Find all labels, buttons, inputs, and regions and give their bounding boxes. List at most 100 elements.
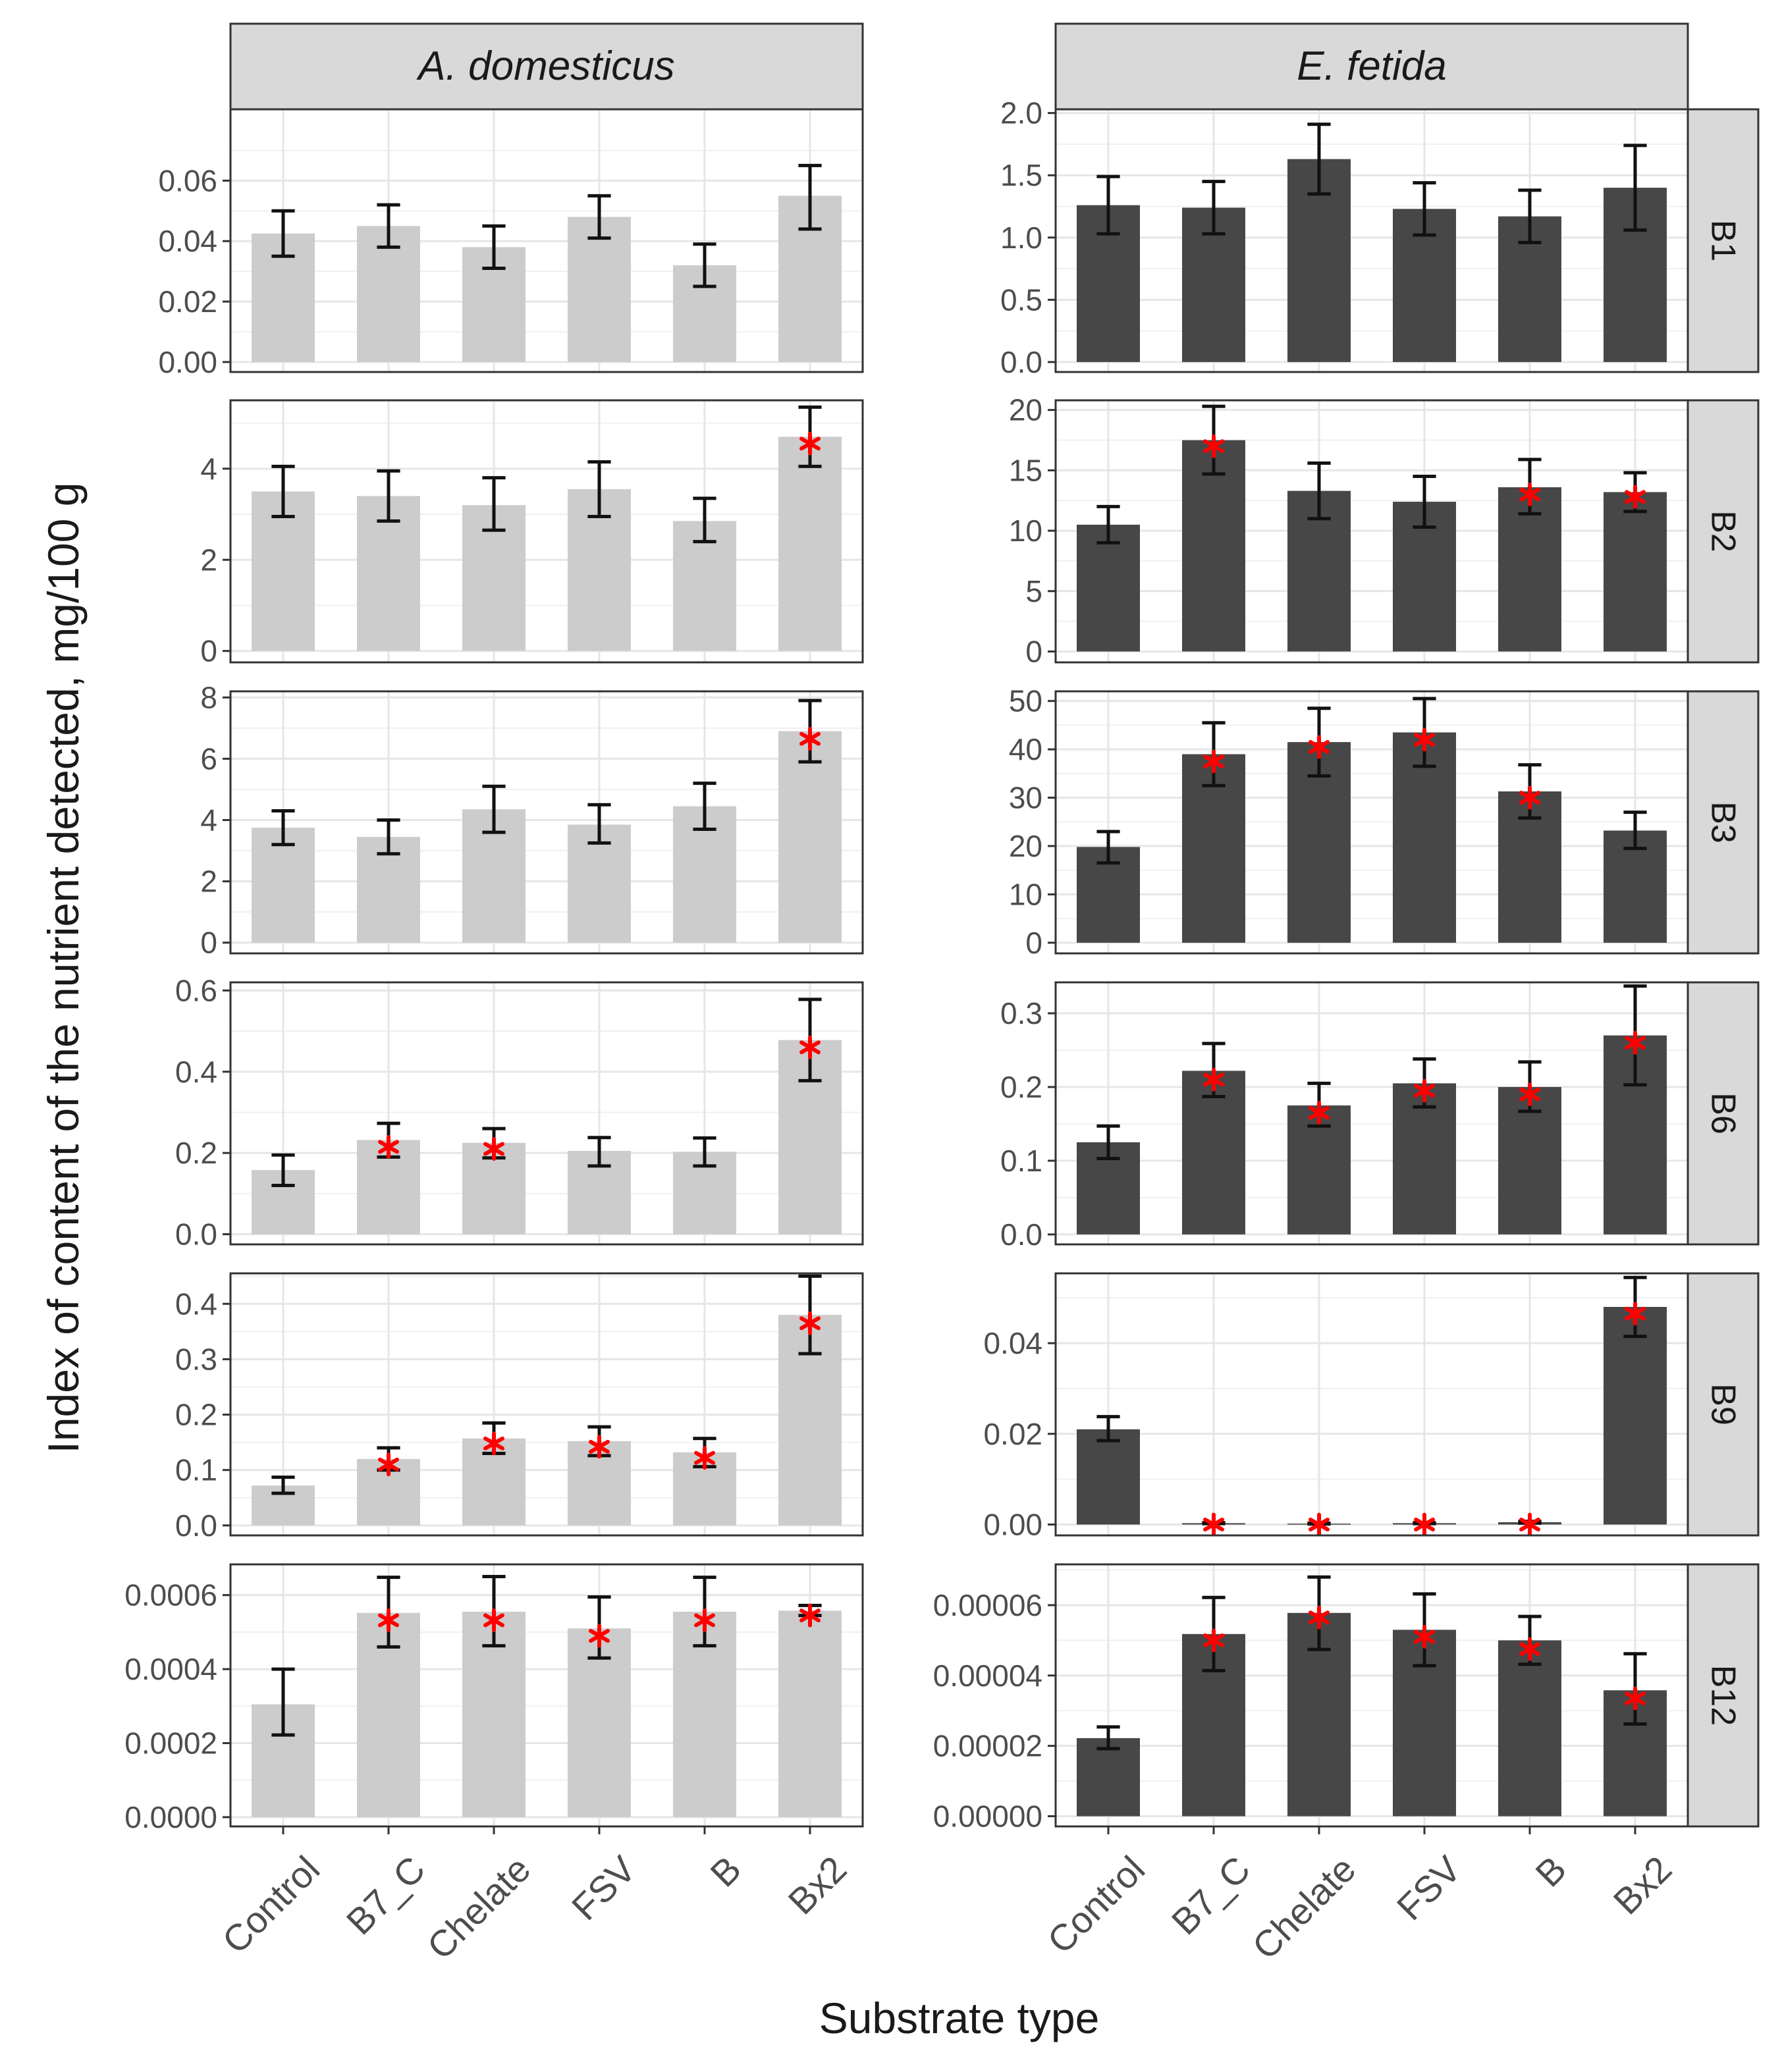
marker-stroke	[483, 1142, 504, 1156]
error-bar-Control	[271, 1153, 295, 1188]
marker-stroke	[1203, 754, 1224, 768]
marker-stroke	[1625, 1691, 1646, 1706]
row-strip-label: B1	[1704, 220, 1742, 262]
y-tick-label: 0.0000	[124, 1800, 217, 1834]
marker-stroke	[483, 1436, 504, 1450]
panel-B6-a-domesticus: 0.0 0.2 0.4 0.6	[175, 973, 864, 1252]
significance-marker-B7_C	[378, 1134, 399, 1159]
significance-marker-Bx2	[799, 727, 821, 751]
y-tick-label: 0.0002	[124, 1726, 217, 1761]
marker-stroke	[799, 731, 821, 746]
error-bar-FSV	[587, 1136, 611, 1168]
y-tick-label: 2	[200, 864, 217, 899]
error-bar-FSV	[1413, 181, 1436, 237]
error-bar-Control	[1096, 504, 1120, 545]
marker-stroke	[1203, 1633, 1224, 1647]
error-bar-FSV	[587, 460, 611, 519]
y-tick-label: 0.4	[175, 1287, 217, 1321]
y-tick-label: 2.0	[1000, 96, 1042, 130]
marker-stroke	[1414, 732, 1435, 747]
significance-marker-Chelate	[483, 1136, 504, 1161]
row-strip	[1687, 399, 1760, 664]
marker-stroke	[589, 1439, 610, 1454]
y-tick-label: 0.2	[175, 1136, 217, 1170]
panel-B1-e-fetida: 0.0 0.5 1.0 1.5 2.0	[1000, 96, 1689, 379]
error-bar-FSV	[587, 803, 611, 845]
panel-B3-a-domesticus: 0 2 4 6 8	[200, 680, 864, 960]
panel-B9-a-domesticus: 0.0 0.1 0.2 0.3 0.4	[175, 1272, 864, 1543]
y-tick-label: 0.02	[983, 1417, 1042, 1451]
y-tick-label: 2	[200, 543, 217, 577]
error-bar-Bx2	[1623, 144, 1647, 232]
error-bar-B7_C	[377, 203, 400, 249]
significance-marker-Bx2	[799, 1311, 821, 1335]
y-tick-label: 0.4	[175, 1055, 217, 1089]
y-tick-label: 1.0	[1000, 221, 1042, 255]
significance-marker-B7_C	[1203, 749, 1224, 774]
panel-background	[1056, 1273, 1688, 1535]
bar-Bx2	[1604, 492, 1667, 652]
marker-stroke	[1414, 1084, 1435, 1098]
panel-background	[230, 982, 863, 1244]
row-strip	[1687, 690, 1760, 955]
y-tick-label: 0	[1025, 926, 1042, 960]
marker-stroke	[799, 1040, 821, 1055]
significance-marker-B	[1519, 1512, 1540, 1537]
error-bar-B7_C	[377, 469, 400, 523]
marker-stroke	[1309, 1517, 1330, 1531]
significance-marker-B	[1519, 1637, 1540, 1661]
error-bar-Chelate	[482, 224, 506, 271]
significance-marker-Chelate	[1309, 735, 1330, 759]
bar-Bx2	[778, 437, 842, 651]
error-bar-Chelate	[482, 784, 506, 834]
y-tick-label: 30	[1009, 781, 1042, 815]
significance-marker-B	[694, 1446, 715, 1470]
error-bar-B	[693, 1136, 716, 1168]
error-bar-FSV	[1413, 475, 1436, 529]
error-bar-Bx2	[798, 163, 822, 231]
panel-background	[230, 1273, 863, 1535]
significance-marker-FSV	[1414, 1078, 1435, 1103]
significance-marker-Bx2	[799, 431, 821, 456]
marker-stroke	[799, 437, 821, 451]
significance-marker-B7_C	[378, 1452, 399, 1477]
y-tick-label: 0.00	[983, 1507, 1042, 1541]
y-tick-label: 0	[200, 634, 217, 668]
marker-stroke	[694, 1450, 715, 1465]
panel-background	[230, 1564, 863, 1826]
bar-B	[1498, 1640, 1561, 1817]
significance-marker-B7_C	[1203, 1512, 1224, 1537]
significance-marker-B	[1519, 1082, 1540, 1107]
y-tick-label: 4	[200, 452, 217, 486]
error-bar-Control	[271, 809, 295, 847]
y-tick-label: 0.00006	[933, 1588, 1042, 1622]
marker-stroke	[1625, 1036, 1646, 1050]
column-strip-label: A. domesticus	[416, 43, 674, 89]
marker-stroke	[1203, 439, 1224, 454]
panel-background	[1056, 982, 1688, 1244]
marker-stroke	[694, 1613, 715, 1628]
bar-FSV	[568, 217, 631, 362]
significance-marker-B7_C	[378, 1608, 399, 1632]
y-tick-label: 50	[1009, 684, 1042, 718]
marker-stroke	[1309, 739, 1330, 754]
significance-marker-B	[1519, 785, 1540, 810]
significance-marker-FSV	[589, 1624, 610, 1648]
significance-marker-Chelate	[1309, 1605, 1330, 1630]
marker-stroke	[1519, 1517, 1540, 1531]
panel-B12-e-fetida: 0.00000 0.00002 0.00004 0.00006	[933, 1563, 1689, 1834]
marker-stroke	[1203, 1517, 1224, 1531]
error-bar-B	[693, 242, 716, 288]
bar-Bx2	[1604, 1306, 1667, 1525]
error-bar-Control	[1096, 830, 1120, 865]
significance-marker-FSV	[589, 1435, 610, 1459]
y-tick-label: 10	[1009, 877, 1042, 911]
marker-stroke	[1625, 490, 1646, 504]
bar-Control	[252, 828, 315, 943]
error-bar-Control	[1096, 1725, 1120, 1751]
panel-B12-a-domesticus: 0.0000 0.0002 0.0004 0.0006	[124, 1563, 864, 1834]
marker-stroke	[483, 1613, 504, 1628]
marker-stroke	[1414, 1517, 1435, 1531]
